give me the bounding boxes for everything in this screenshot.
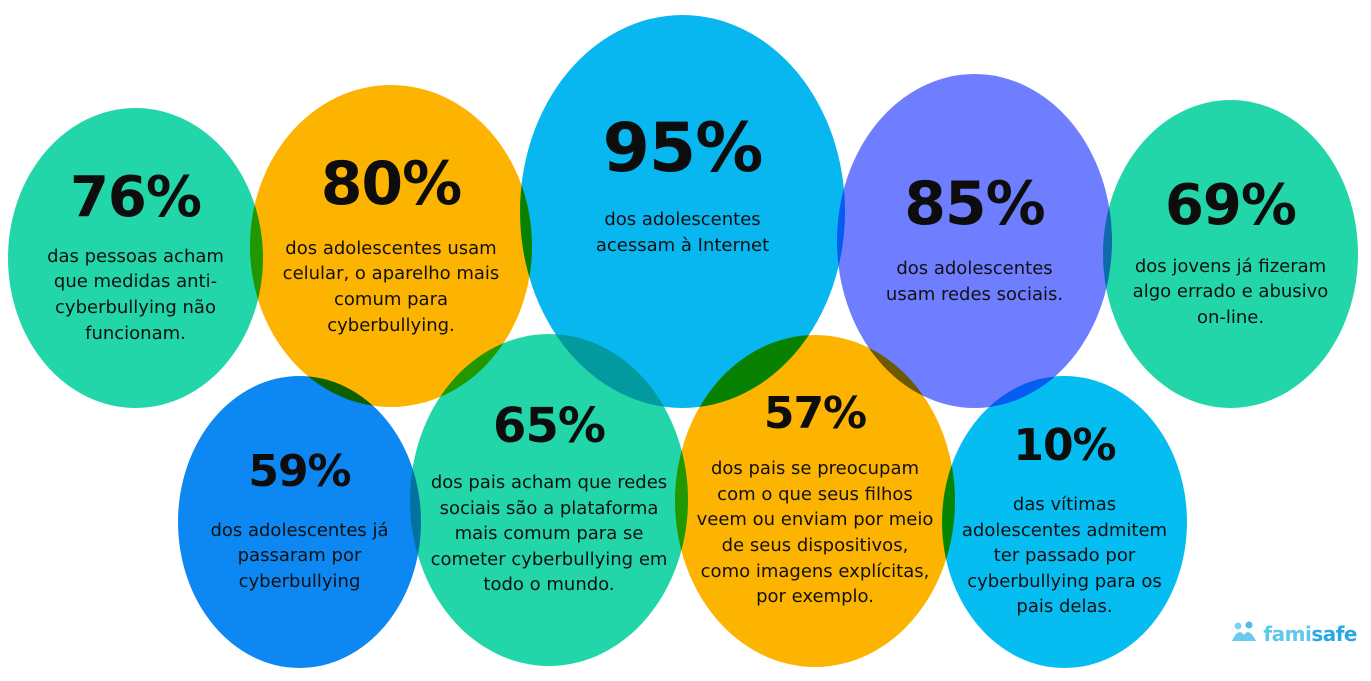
stat-bubble-57: 57% dos pais se preocupam com o que seus… [675,335,955,667]
stat-description: dos pais acham que redes sociais são a p… [430,472,668,596]
stat-bubble-10: 10% das vítimas adolescentes admitem ter… [942,376,1187,668]
stat-percentage: 76% [69,164,202,230]
logo-wordmark: famisafe [1263,622,1357,646]
famisafe-logo: famisafe [1230,621,1357,647]
stat-percentage: 59% [248,445,351,497]
stat-description: dos adolescentes já passaram por cyberbu… [210,519,389,592]
stat-description: dos pais se preocupam com o que seus fil… [696,458,934,608]
stat-percentage: 69% [1164,172,1297,238]
stat-bubble-80: 80% dos adolescentes usam celular, o apa… [250,85,532,407]
stat-description: das vítimas adolescentes admitem ter pas… [961,494,1168,618]
stat-description: dos jovens já fizeram algo errado e abus… [1132,255,1329,328]
stat-bubble-69: 69% dos jovens já fizeram algo errado e … [1103,100,1358,408]
logo-part-safe: safe [1311,622,1357,646]
stat-bubble-65: 65% dos pais acham que redes sociais são… [410,334,688,666]
stat-bubble-59: 59% dos adolescentes já passaram por cyb… [178,376,421,668]
stat-percentage: 57% [763,388,867,440]
stat-description: dos adolescentes usam redes sociais. [885,258,1064,305]
stat-bubble-76: 76% das pessoas acham que medidas anti-c… [8,108,263,408]
stat-percentage: 80% [320,148,463,219]
stat-percentage: 10% [1013,420,1116,472]
stat-bubble-85: 85% dos adolescentes usam redes sociais. [837,74,1112,408]
stat-description: das pessoas acham que medidas anti-cyber… [47,245,224,344]
family-icon [1230,621,1258,647]
stat-percentage: 85% [904,169,1046,240]
stat-description: dos adolescentes acessam à Internet [595,209,770,256]
stat-percentage: 95% [602,109,764,188]
stat-percentage: 65% [493,398,606,455]
stat-description: dos adolescentes usam celular, o aparelh… [282,237,500,336]
logo-part-fami: fami [1263,622,1312,646]
